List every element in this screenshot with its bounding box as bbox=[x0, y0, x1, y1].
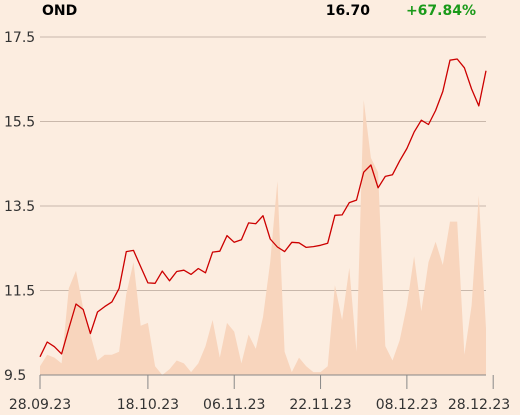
y-tick-label: 13.5 bbox=[4, 199, 35, 215]
x-tick-label: 28.12.23 bbox=[448, 397, 510, 413]
volume-area bbox=[40, 100, 486, 375]
x-tick-label: 08.12.23 bbox=[376, 397, 438, 413]
y-tick-label: 17.5 bbox=[4, 30, 35, 46]
x-tick-label: 28.09.23 bbox=[9, 397, 71, 413]
y-tick-label: 9.5 bbox=[4, 368, 26, 384]
y-tick-label: 15.5 bbox=[4, 115, 35, 131]
change-label: +67.84% bbox=[406, 3, 476, 19]
grid-layer: 9.5 11.5 13.5 15.5 17.5 bbox=[4, 30, 486, 384]
price-label: 16.70 bbox=[326, 3, 371, 19]
x-tick-label: 22.11.23 bbox=[289, 397, 351, 413]
y-tick-label: 11.5 bbox=[4, 284, 35, 300]
x-tick-label: 06.11.23 bbox=[203, 397, 265, 413]
x-tick-label: 18.10.23 bbox=[117, 397, 179, 413]
price-line bbox=[39, 58, 487, 358]
price-layer bbox=[39, 58, 487, 358]
axis-layer: 28.09.23 18.10.23 06.11.23 22.11.23 08.12.23… bbox=[9, 374, 510, 413]
volume-layer bbox=[40, 100, 486, 375]
ticker-label: OND bbox=[42, 3, 77, 19]
